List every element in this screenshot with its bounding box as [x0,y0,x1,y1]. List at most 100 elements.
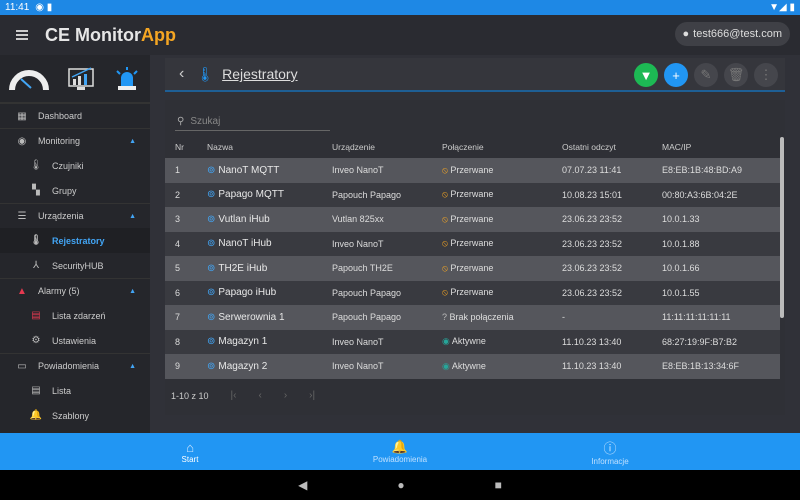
page-header: ‹ 🌡 Rejestratory ▼ + ✎ 🗑 ⋮ [165,58,785,92]
table-row[interactable]: 4 ⊚ NanoT iHub Inveo NanoT ⦸ Przerwane 23… [165,231,780,256]
search-placeholder: Szukaj [190,115,221,127]
chevron-up-icon[interactable]: ▲ [129,287,136,295]
table-row[interactable]: 7 ⊚ Serwerownia 1 Papouch Papago ? Brak p… [165,305,780,330]
cell-name: ⊚ Papago MQTT [207,182,332,207]
cell-device: Inveo NanoT [332,354,442,379]
sidebar-item-dashboard[interactable]: ▦ Dashboard [0,103,150,128]
gauge-icon[interactable] [9,66,49,92]
cell-mac-ip: E8:EB:1B:48:BD:A9 [662,158,780,183]
sidebar-item-label: Urządzenia [38,211,84,221]
home-nav-icon[interactable]: ● [397,478,405,492]
cell-mac-ip: 10.0.1.55 [662,280,780,305]
device-icon: ⊚ [207,262,216,274]
thermometer-icon: 🌡 [29,235,43,246]
app-bar: CE MonitorApp [0,15,800,55]
sidebar-item-lista-zdarzeń[interactable]: ▤ Lista zdarzeń [0,303,150,328]
edit-button[interactable]: ✎ [694,63,718,87]
sidebar-item-grupy[interactable]: ▚ Grupy [0,178,150,203]
cell-last-read: 23.06.23 23:52 [562,280,662,305]
chevron-up-icon[interactable]: ▲ [129,137,136,145]
sidebar-item-ustawienia[interactable]: ⚙ Ustawienia [0,328,150,353]
app-title: CE MonitorApp [45,24,176,45]
cell-name: ⊚ Magazyn 2 [207,354,332,379]
sidebar-item-label: Lista zdarzeń [52,310,106,321]
cell-connection: ⦸ Przerwane [442,158,562,183]
chart-monitor-icon[interactable] [67,65,95,93]
list-icon: ▤ [31,385,41,396]
cell-connection: ⦸ Przerwane [442,231,562,256]
col-nr[interactable]: Nr [175,142,184,152]
hub-icon: ⅄ [32,260,40,271]
table-card: ⚲ Szukaj Nr Nazwa Urządzenie Połączenie … [165,100,785,415]
siren-icon[interactable] [113,66,141,92]
sidebar-item-szablony[interactable]: 🔔 Szablony [0,403,150,428]
col-mac-ip[interactable]: MAC/IP [662,142,692,152]
user-email: test666@test.com [693,28,782,40]
filter-button[interactable]: ▼ [634,63,658,87]
cell-mac-ip: 00:80:A3:6B:04:2E [662,182,780,207]
cell-mac-ip: 11:11:11:11:11:11 [662,305,780,330]
sidebar-item-powiadomienia[interactable]: ▭ Powiadomienia ▲ [0,353,150,378]
cell-last-read: 23.06.23 23:52 [562,256,662,281]
connection-status-icon: ⦸ [442,213,448,224]
nav-info[interactable]: ⓘ Informacje [505,433,715,470]
first-page-icon[interactable]: |‹ [230,390,237,401]
cell-connection: ⦸ Przerwane [442,280,562,305]
sidebar-item-rejestratory[interactable]: 🌡 Rejestratory [0,228,150,253]
col-name[interactable]: Nazwa [207,142,233,152]
sidebar-item-securityhub[interactable]: ⅄ SecurityHUB [0,253,150,278]
scrollbar[interactable] [780,137,784,318]
search-input[interactable]: ⚲ Szukaj [175,112,330,131]
delete-button[interactable]: 🗑 [724,63,748,87]
sidebar-item-monitoring[interactable]: ◉ Monitoring ▲ [0,128,150,153]
cell-connection: ◉ Aktywne [442,329,562,354]
sidebar-item-label: Szablony [52,410,90,421]
device-icon: ⊚ [207,189,216,201]
sidebar-item-label: Ustawienia [52,335,97,346]
add-button[interactable]: + [664,63,688,87]
prev-page-icon[interactable]: ‹ [258,390,262,401]
table-row[interactable]: 1 ⊚ NanoT MQTT Inveo NanoT ⦸ Przerwane 07… [165,158,780,183]
cell-device: Papouch TH2E [332,256,442,281]
sidebar-item-alarmy-5[interactable]: ▲ Alarmy (5) ▲ [0,278,150,303]
wifi-battery-icon: ▼◢ ▮ [769,2,795,13]
cell-mac-ip: 68:27:19:9F:B7:B2 [662,329,780,354]
sidebar: ▦ Dashboard ◉ Monitoring ▲ 🌡 Czujniki ▚ Grupy ☰ Ur… [0,55,150,433]
nav-start[interactable]: ⌂ Start [181,439,199,464]
more-button[interactable]: ⋮ [754,63,778,87]
table-row[interactable]: 8 ⊚ Magazyn 1 Inveo NanoT ◉ Aktywne 11.10… [165,329,780,354]
nav-notifications[interactable]: 🔔 Powiadomienia [372,439,428,464]
system-nav: ◀ ● ■ [0,470,800,500]
table-row[interactable]: 9 ⊚ Magazyn 2 Inveo NanoT ◉ Aktywne 11.10… [165,354,780,379]
recents-nav-icon[interactable]: ■ [494,478,502,492]
table-row[interactable]: 5 ⊚ TH2E iHub Papouch TH2E ⦸ Przerwane 23… [165,256,780,281]
col-connection[interactable]: Połączenie [442,142,484,152]
sidebar-item-czujniki[interactable]: 🌡 Czujniki [0,153,150,178]
cell-name: ⊚ NanoT MQTT [207,158,332,183]
back-nav-icon[interactable]: ◀ [298,478,308,492]
next-page-icon[interactable]: › [283,390,288,401]
col-last-read[interactable]: Ostatni odczyt [562,142,616,152]
table-row[interactable]: 2 ⊚ Papago MQTT Papouch Papago ⦸ Przerwan… [165,182,780,207]
sidebar-item-lista[interactable]: ▤ Lista [0,378,150,403]
cell-mac-ip: 10.0.1.33 [662,207,780,232]
cell-last-read: 11.10.23 13:40 [562,329,662,354]
cell-last-read: 11.10.23 13:40 [562,354,662,379]
table-row[interactable]: 3 ⊚ Vutlan iHub Vutlan 825xx ⦸ Przerwane … [165,207,780,232]
last-page-icon[interactable]: ›| [309,390,316,401]
cell-connection: ◉ Aktywne [442,354,562,379]
cell-name: ⊚ TH2E iHub [207,256,332,281]
user-chip[interactable]: ● test666@test.com [674,22,790,46]
device-icon: ⊚ [207,360,216,372]
sidebar-item-urządzenia[interactable]: ☰ Urządzenia ▲ [0,203,150,228]
table-row[interactable]: 6 ⊚ Papago iHub Papouch Papago ⦸ Przerwan… [165,280,780,305]
cell-nr: 9 [165,354,207,379]
cell-device: Papouch Papago [332,305,442,330]
sidebar-item-label: Alarmy (5) [38,286,80,296]
back-icon[interactable]: ‹ [179,65,185,82]
cell-last-read: 07.07.23 11:41 [562,158,662,183]
col-device[interactable]: Urządzenie [332,142,375,152]
chevron-up-icon[interactable]: ▲ [129,362,136,370]
chevron-up-icon[interactable]: ▲ [129,212,136,220]
menu-icon[interactable] [16,30,28,40]
